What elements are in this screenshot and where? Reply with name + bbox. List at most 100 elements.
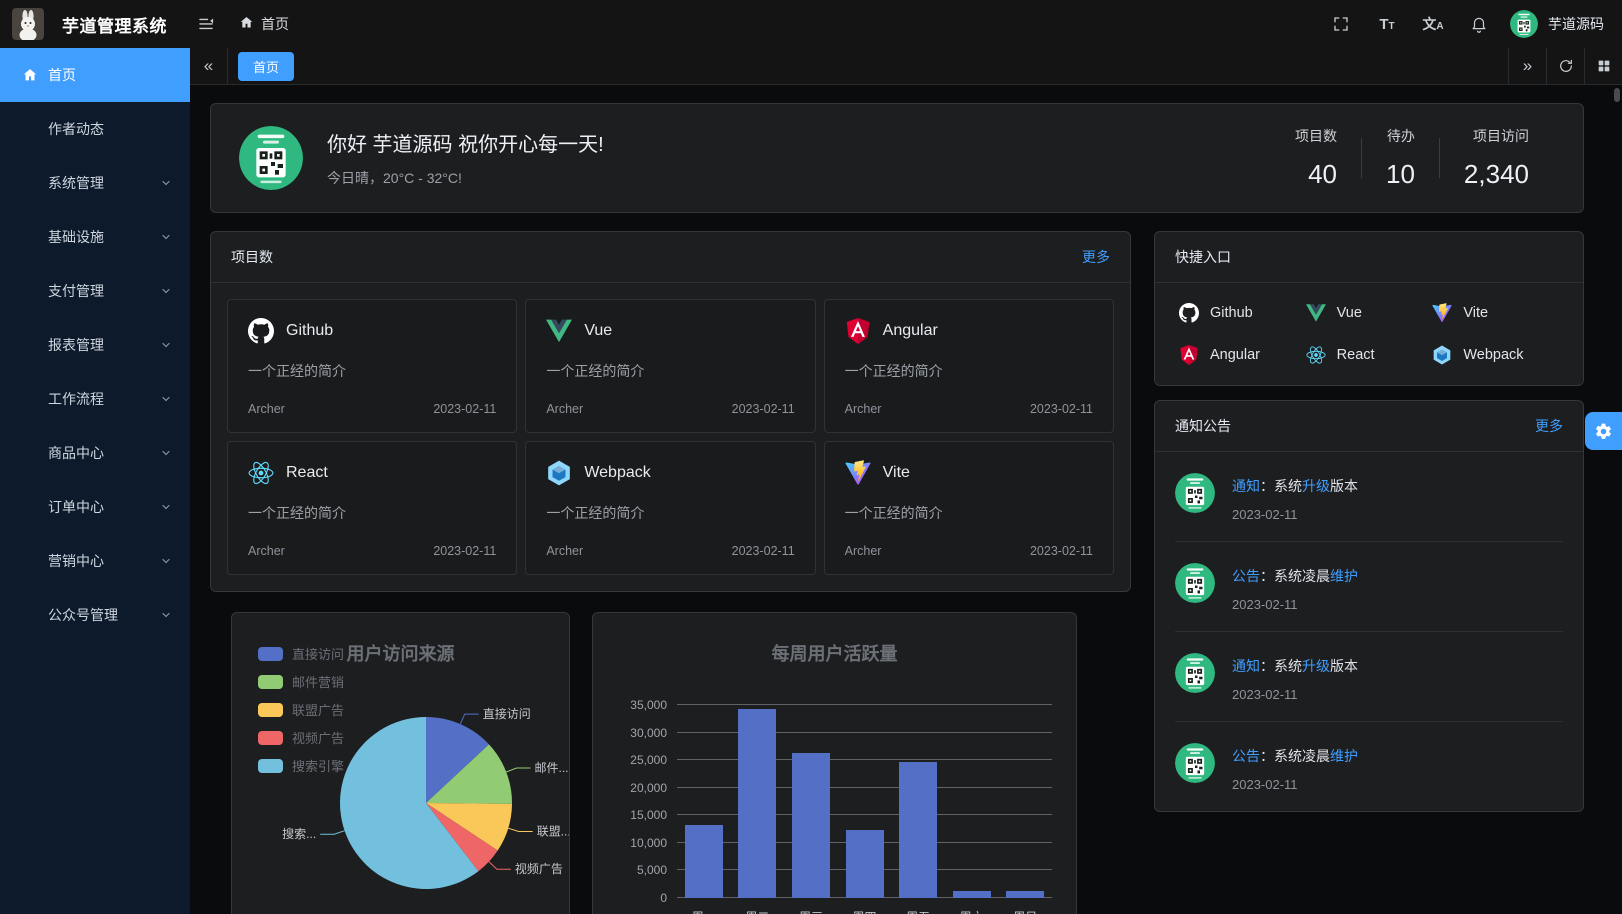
sidebar-item-infrastructure[interactable]: 基础设施 bbox=[0, 210, 190, 264]
sidebar-item-author-trends[interactable]: 作者动态 bbox=[0, 102, 190, 156]
project-card-header: Vite bbox=[845, 460, 1093, 486]
tab-home[interactable]: 首页 bbox=[238, 51, 295, 81]
sidebar-item-payment[interactable]: 支付管理 bbox=[0, 264, 190, 318]
project-card-vue[interactable]: Vue 一个正经的简介 Archer 2023-02-11 bbox=[525, 299, 816, 433]
stat-label: 项目数 bbox=[1295, 128, 1337, 144]
stat-value: 10 bbox=[1386, 159, 1415, 189]
notices-panel-title: 通知公告 bbox=[1175, 418, 1231, 434]
project-card-header: React bbox=[248, 460, 496, 486]
sidebar-item-marketing-center[interactable]: 营销中心 bbox=[0, 534, 190, 588]
user-name[interactable]: 芋道源码 bbox=[1548, 16, 1604, 32]
notices-more-link[interactable]: 更多 bbox=[1535, 418, 1563, 434]
sidebar-item-report[interactable]: 报表管理 bbox=[0, 318, 190, 372]
pie-slice-4[interactable] bbox=[340, 717, 479, 889]
bar-5[interactable] bbox=[952, 890, 991, 898]
bar-4[interactable] bbox=[899, 762, 938, 898]
bar-0[interactable] bbox=[684, 824, 723, 898]
shortcut-github[interactable]: Github bbox=[1179, 303, 1306, 323]
legend-item-0[interactable]: 直接访问 bbox=[258, 644, 344, 663]
pie-chart-card: 用户访问来源 直接访问 邮件营销 联盟广告 视频广告 搜索引擎 直接访问 邮件... 联盟.… bbox=[231, 612, 570, 914]
tabs-expand-right-icon[interactable]: » bbox=[1508, 48, 1546, 84]
bar-2[interactable] bbox=[791, 752, 830, 898]
left-column: 项目数 更多 Github 一个正经的简介 Archer 2023-02-11 Vue 一… bbox=[210, 231, 1131, 914]
pie-slice-3[interactable] bbox=[426, 803, 498, 872]
shortcut-react[interactable]: React bbox=[1306, 345, 1433, 365]
sidebar-item-workflow[interactable]: 工作流程 bbox=[0, 372, 190, 426]
pie-label: 联盟... bbox=[537, 825, 570, 839]
sidebar-item-label: 营销中心 bbox=[48, 553, 104, 569]
refresh-icon[interactable] bbox=[1546, 48, 1584, 84]
legend-item-1[interactable]: 邮件营销 bbox=[258, 672, 344, 691]
tabs-collapse-left-icon[interactable]: « bbox=[190, 48, 228, 84]
sidebar-item-system[interactable]: 系统管理 bbox=[0, 156, 190, 210]
stat-value: 40 bbox=[1308, 159, 1337, 189]
breadcrumb[interactable]: 首页 bbox=[239, 14, 289, 34]
shortcut-label: Angular bbox=[1210, 347, 1260, 363]
pie-slice-2[interactable] bbox=[426, 803, 512, 851]
legend-item-3[interactable]: 视频广告 bbox=[258, 728, 344, 747]
layout-grid-icon[interactable] bbox=[1584, 48, 1622, 84]
bar-ytick-label: 35,000 bbox=[630, 698, 667, 712]
project-card-github[interactable]: Github 一个正经的简介 Archer 2023-02-11 bbox=[227, 299, 518, 433]
stat-label: 项目访问 bbox=[1473, 128, 1529, 144]
shortcuts-panel-title: 快捷入口 bbox=[1175, 249, 1231, 265]
bar-6[interactable] bbox=[1006, 890, 1045, 898]
fullscreen-icon[interactable] bbox=[1326, 9, 1356, 39]
pie-slice-1[interactable] bbox=[426, 744, 513, 804]
user-avatar[interactable] bbox=[1510, 10, 1538, 38]
project-footer: Archer 2023-02-11 bbox=[845, 402, 1093, 416]
shortcuts-panel-header: 快捷入口 bbox=[1155, 232, 1583, 283]
notice-item[interactable]: 通知：系统升级版本 2023-02-11 bbox=[1175, 452, 1563, 542]
bar-ytick-label: 25,000 bbox=[630, 753, 667, 768]
project-desc: 一个正经的简介 bbox=[546, 363, 645, 379]
project-card-webpack[interactable]: Webpack 一个正经的简介 Archer 2023-02-11 bbox=[525, 441, 816, 575]
tabs: 首页 bbox=[228, 48, 1508, 84]
notice-date: 2023-02-11 bbox=[1232, 777, 1298, 792]
legend-item-2[interactable]: 联盟广告 bbox=[258, 700, 344, 719]
notice-item[interactable]: 公告：系统凌晨维护 2023-02-11 bbox=[1175, 542, 1563, 632]
webpack-icon bbox=[1432, 345, 1452, 365]
notice-item[interactable]: 通知：系统升级版本 2023-02-11 bbox=[1175, 632, 1563, 722]
pie-label-line bbox=[459, 713, 479, 725]
pie-label: 直接访问 bbox=[483, 706, 531, 721]
sidebar-item-order-center[interactable]: 订单中心 bbox=[0, 480, 190, 534]
sidebar-item-product-center[interactable]: 商品中心 bbox=[0, 426, 190, 480]
main-content: 你好 芋道源码 祝你开心每一天! 今日晴，20°C - 32°C! 项目数 40… bbox=[190, 85, 1622, 914]
projects-panel-title: 项目数 bbox=[231, 249, 273, 265]
sidebar-item-mp-admin[interactable]: 公众号管理 bbox=[0, 588, 190, 642]
bar-3[interactable] bbox=[845, 829, 884, 898]
legend-item-4[interactable]: 搜索引擎 bbox=[258, 756, 344, 775]
legend-swatch bbox=[258, 646, 283, 661]
scrollbar-thumb[interactable] bbox=[1614, 88, 1620, 102]
notice-avatar bbox=[1175, 563, 1215, 603]
react-icon bbox=[248, 460, 274, 486]
notice-title: 公告：系统凌晨维护 bbox=[1232, 748, 1358, 764]
font-size-icon[interactable]: TT bbox=[1379, 15, 1395, 33]
pie-label: 搜索... bbox=[282, 826, 316, 841]
project-card-angular[interactable]: Angular 一个正经的简介 Archer 2023-02-11 bbox=[823, 299, 1114, 433]
bar-1[interactable] bbox=[738, 709, 777, 898]
chevron-down-icon bbox=[160, 285, 172, 297]
projects-more-link[interactable]: 更多 bbox=[1082, 249, 1110, 265]
bar-band bbox=[731, 705, 785, 898]
shortcut-vue[interactable]: Vue bbox=[1305, 303, 1433, 323]
shortcut-angular[interactable]: Angular bbox=[1179, 345, 1306, 365]
pie-slice-0[interactable] bbox=[426, 717, 489, 803]
legend-label: 邮件营销 bbox=[292, 675, 345, 690]
greeting-text: 你好 芋道源码 祝你开心每一天! 今日晴，20°C - 32°C! bbox=[327, 128, 604, 188]
language-icon[interactable]: 文A bbox=[1422, 16, 1444, 32]
notice-item[interactable]: 公告：系统凌晨维护 2023-02-11 bbox=[1175, 722, 1563, 811]
project-card-react[interactable]: React 一个正经的简介 Archer 2023-02-11 bbox=[227, 441, 518, 575]
stat-label: 待办 bbox=[1386, 128, 1415, 144]
menu-fold-icon[interactable] bbox=[191, 9, 221, 39]
project-date: 2023-02-11 bbox=[731, 544, 795, 558]
shortcut-webpack[interactable]: Webpack bbox=[1432, 345, 1559, 365]
bar-band bbox=[784, 705, 838, 898]
theme-settings-button[interactable] bbox=[1585, 412, 1622, 450]
shortcut-vite[interactable]: Vite bbox=[1432, 303, 1559, 323]
sidebar-item-home[interactable]: 首页 bbox=[0, 48, 190, 102]
notice-date: 2023-02-11 bbox=[1232, 507, 1298, 522]
pie-label-line bbox=[506, 767, 531, 773]
notification-bell-icon[interactable] bbox=[1464, 9, 1494, 39]
project-card-vite[interactable]: Vite 一个正经的简介 Archer 2023-02-11 bbox=[823, 441, 1114, 575]
